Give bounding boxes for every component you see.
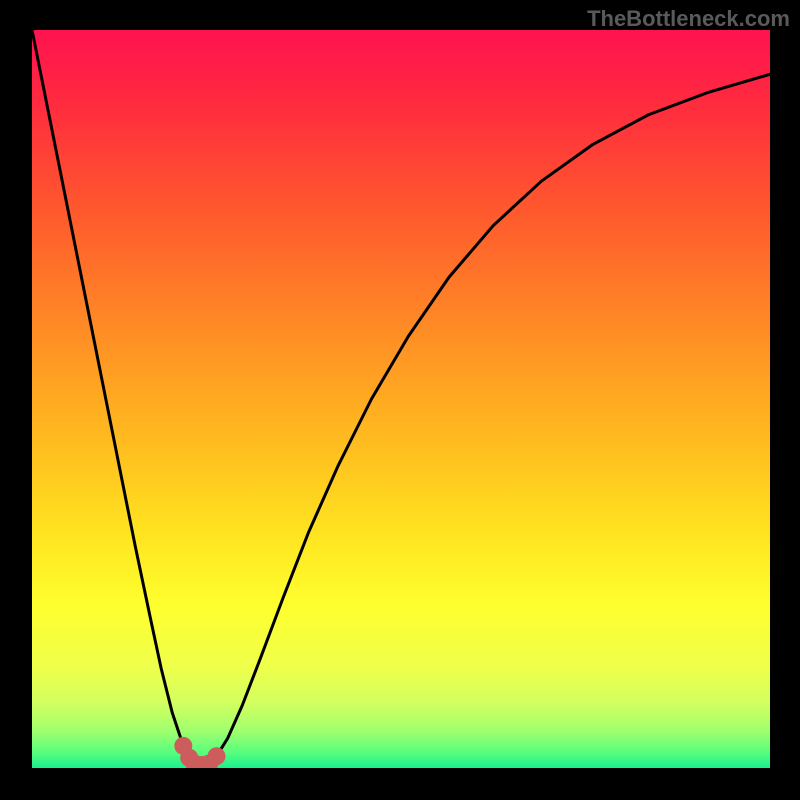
chart-canvas: TheBottleneck.com (0, 0, 800, 800)
plot-area (32, 30, 770, 768)
marker-point (208, 747, 226, 765)
chart-svg (32, 30, 770, 768)
watermark-text: TheBottleneck.com (587, 6, 790, 32)
chart-background (32, 30, 770, 768)
